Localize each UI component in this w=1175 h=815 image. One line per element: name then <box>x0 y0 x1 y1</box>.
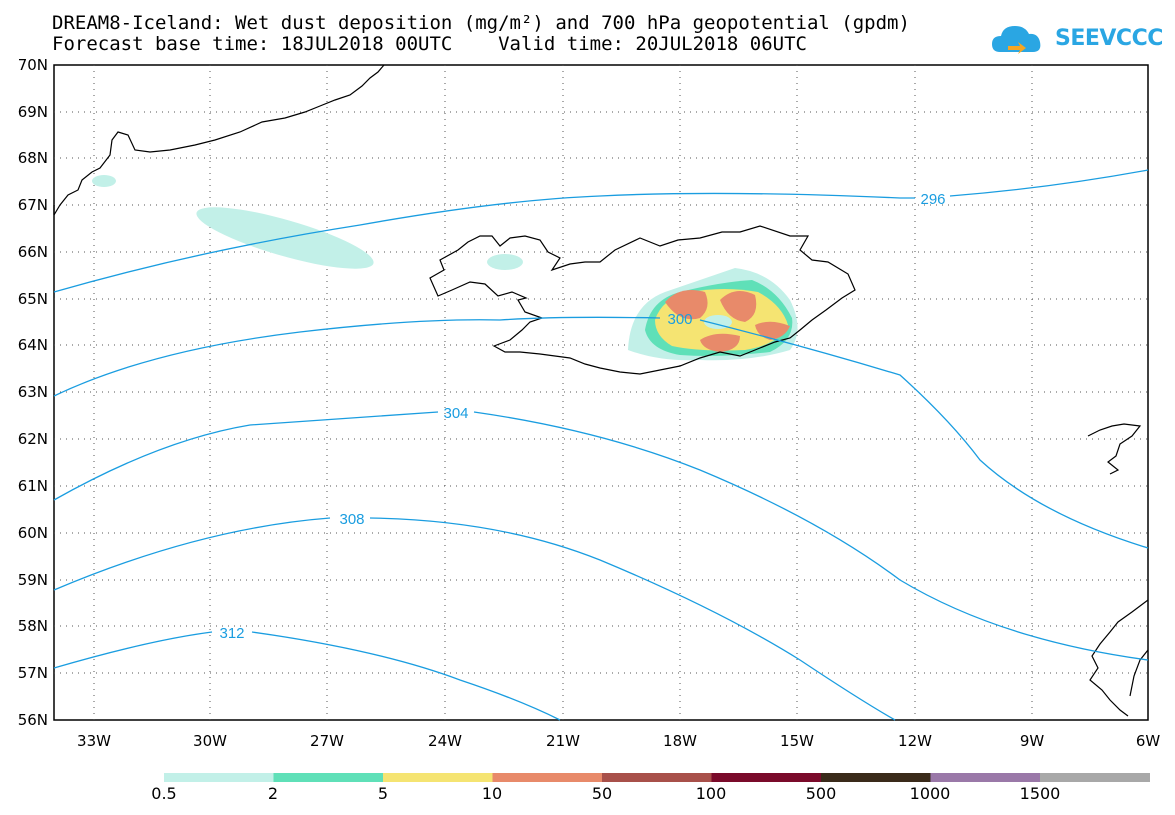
dust-patch-westfjords <box>487 254 523 270</box>
contour-300 <box>53 316 1149 549</box>
lon-label: 27W <box>310 732 344 750</box>
lat-label: 66N <box>17 243 48 261</box>
lon-label: 6W <box>1135 732 1161 750</box>
lat-label: 63N <box>17 383 48 401</box>
logo-text: SEEVCCC <box>1055 26 1163 51</box>
colorbar-swatch <box>930 773 1041 782</box>
contour-label-312: 312 <box>219 625 244 642</box>
contour-296 <box>53 169 1149 293</box>
graticule <box>54 65 1148 720</box>
colorbar-swatch <box>273 773 384 782</box>
lon-label: 15W <box>780 732 814 750</box>
contour-312 <box>53 631 561 721</box>
lat-label: 62N <box>17 430 48 448</box>
colorbar-swatch <box>164 773 274 782</box>
geopotential-contours <box>53 169 1149 721</box>
colorbar-label: 500 <box>805 784 837 803</box>
colorbar-label: 2 <box>267 784 279 803</box>
lat-label: 64N <box>17 336 48 354</box>
colorbar <box>164 773 1150 782</box>
lon-label: 24W <box>428 732 462 750</box>
dust-patch-iceland <box>628 268 798 361</box>
lat-label: 57N <box>17 664 48 682</box>
lon-label: 30W <box>193 732 227 750</box>
contour-label-296: 296 <box>920 191 945 208</box>
colorbar-label: 100 <box>695 784 727 803</box>
colorbar-swatch <box>711 773 822 782</box>
colorbar-swatch <box>1040 773 1150 782</box>
colorbar-swatch <box>492 773 603 782</box>
lat-label: 58N <box>17 617 48 635</box>
contour-label-300: 300 <box>667 311 692 328</box>
colorbar-swatch <box>383 773 493 782</box>
contour-304 <box>53 411 1149 661</box>
contour-labels: 296 300 304 308 312 <box>219 191 945 642</box>
colorbar-label: 10 <box>481 784 503 803</box>
lon-label: 18W <box>663 732 697 750</box>
lat-label: 56N <box>17 711 48 729</box>
lat-label: 59N <box>17 571 48 589</box>
lat-label: 67N <box>17 196 48 214</box>
lat-label: 60N <box>17 524 48 542</box>
lon-label: 21W <box>546 732 580 750</box>
contour-label-308: 308 <box>339 511 364 528</box>
contour-308 <box>53 517 896 721</box>
lon-label: 9W <box>1019 732 1045 750</box>
lat-label: 68N <box>17 149 48 167</box>
dust-patch-greenland <box>92 175 116 187</box>
contour-label-304: 304 <box>443 405 468 422</box>
cloud-logo-icon <box>992 26 1041 54</box>
colorbar-label: 1500 <box>1019 784 1061 803</box>
lon-label: 12W <box>898 732 932 750</box>
lat-label: 61N <box>17 477 48 495</box>
lon-label: 33W <box>77 732 111 750</box>
map-subtitle: Forecast base time: 18JUL2018 00UTC Vali… <box>52 33 807 55</box>
lat-label: 70N <box>17 56 48 74</box>
colorbar-label: 1000 <box>909 784 951 803</box>
coastline <box>53 64 1149 717</box>
colorbar-swatch <box>821 773 931 782</box>
colorbar-swatch <box>602 773 712 782</box>
lat-label: 69N <box>17 103 48 121</box>
lat-label: 65N <box>17 290 48 308</box>
map-title: DREAM8-Iceland: Wet dust deposition (mg/… <box>52 12 910 34</box>
colorbar-label: 5 <box>377 784 389 803</box>
colorbar-label: 0.5 <box>151 784 177 803</box>
colorbar-label: 50 <box>591 784 613 803</box>
